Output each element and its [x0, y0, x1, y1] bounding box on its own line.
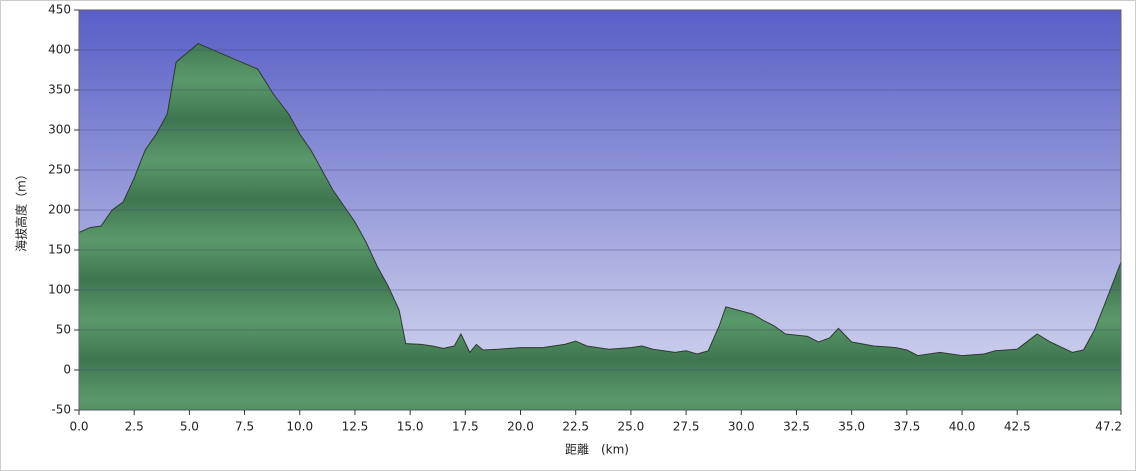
x-axis-label: 距離 (km): [565, 443, 629, 457]
x-tick-label: 20.0: [507, 420, 534, 434]
x-tick-label: 10.0: [286, 420, 313, 434]
area-line: [78, 43, 1122, 357]
y-tick-label: 250: [48, 163, 71, 177]
x-tick-label: 17.5: [452, 420, 479, 434]
y-tick-label: 200: [48, 203, 71, 217]
area-fill: [79, 43, 1121, 410]
x-tick-label: 15.0: [397, 420, 424, 434]
x-tick-label: 5.0: [180, 420, 199, 434]
y-tick-label: 150: [48, 243, 71, 257]
y-tick-label: 100: [48, 283, 71, 297]
x-tick-label: 25.0: [618, 420, 645, 434]
x-tick-label: 35.0: [838, 420, 865, 434]
x-tick-label: 27.5: [673, 420, 700, 434]
y-tick-label: 300: [48, 123, 71, 137]
x-tick-label: 7.5: [235, 420, 254, 434]
y-tick-label: -50: [51, 403, 71, 417]
y-tick-label: 400: [48, 43, 71, 57]
x-tick-label: 2.5: [125, 420, 144, 434]
x-tick-label: 32.5: [783, 420, 810, 434]
y-tick-label: 350: [48, 83, 71, 97]
x-tick-label: 0.0: [69, 420, 88, 434]
y-tick-label: 50: [56, 323, 71, 337]
x-tick-label: 42.5: [1004, 420, 1031, 434]
y-tick-label: 0: [63, 363, 71, 377]
x-tick-label: 37.5: [894, 420, 921, 434]
x-tick-label: 40.0: [949, 420, 976, 434]
x-tick-label: 47.2: [1095, 420, 1122, 434]
x-tick-label: 12.5: [342, 420, 369, 434]
x-tick-label: 22.5: [562, 420, 589, 434]
x-tick-label: 30.0: [728, 420, 755, 434]
y-tick-label: 450: [48, 3, 71, 17]
y-axis-label: 海拔高度（m）: [14, 168, 29, 252]
